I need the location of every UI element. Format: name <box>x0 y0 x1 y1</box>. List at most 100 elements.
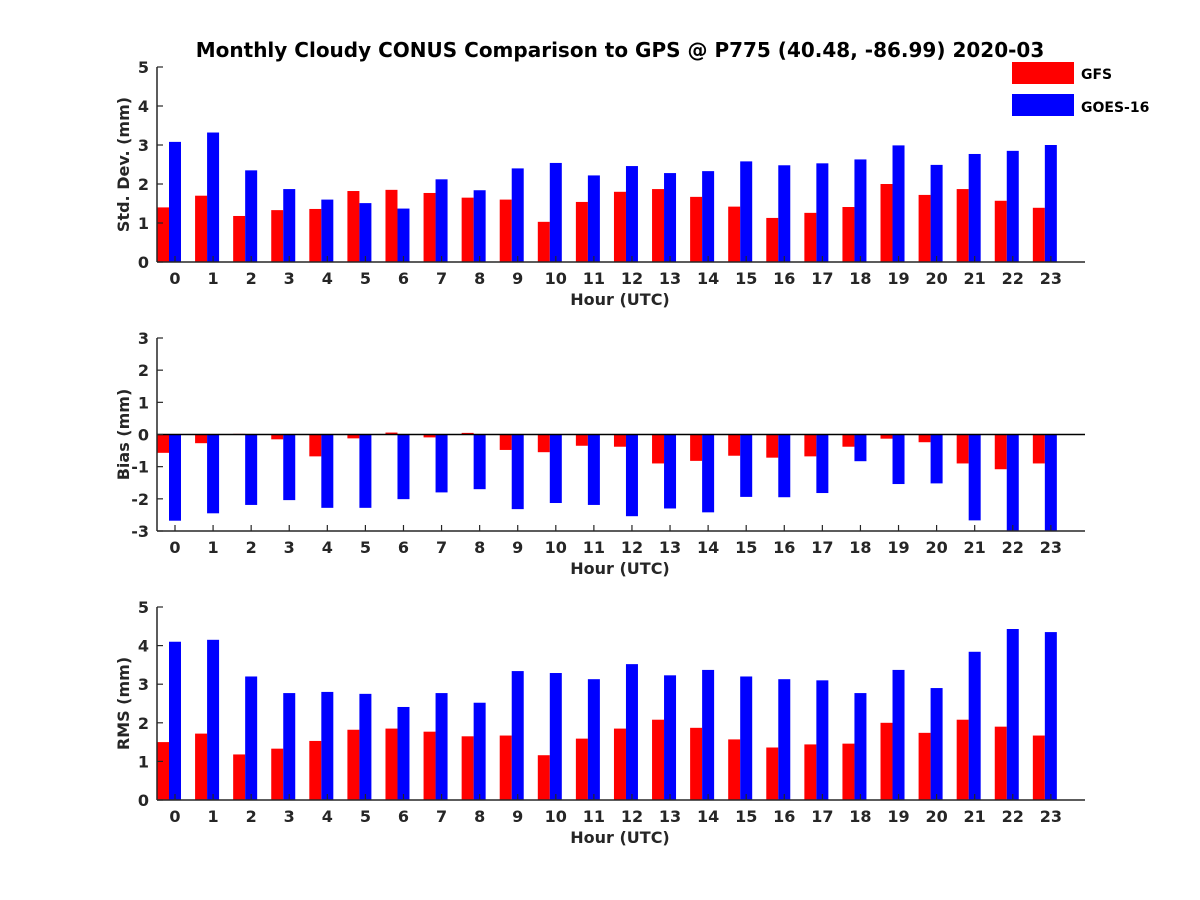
bias-bar-gfs-7 <box>423 434 436 438</box>
rms-bar-goes-16-21 <box>968 651 981 800</box>
rms-bar-goes-16-2 <box>245 676 258 800</box>
bias-bar-goes-16-23 <box>1044 434 1057 531</box>
std-dev-xlabel: Hour (UTC) <box>570 290 670 309</box>
std-dev-bar-gfs-4 <box>309 208 322 262</box>
std-dev-bar-gfs-21 <box>956 189 969 262</box>
rms-xtick-label: 22 <box>1002 807 1024 826</box>
rms-xtick-label: 20 <box>925 807 947 826</box>
bias-bar-gfs-18 <box>842 434 855 447</box>
bias-xtick-label: 12 <box>621 538 643 557</box>
std-dev-ytick-label: 0 <box>138 253 149 272</box>
std-dev-bar-gfs-12 <box>613 191 626 262</box>
std-dev-bar-goes-16-12 <box>625 166 638 262</box>
std-dev-xtick-label: 17 <box>811 269 833 288</box>
rms-bar-goes-16-17 <box>816 680 829 800</box>
std-dev-xtick-label: 22 <box>1002 269 1024 288</box>
bias-bar-goes-16-18 <box>854 434 867 462</box>
std-dev-bar-goes-16-1 <box>207 132 220 262</box>
rms-ytick-label: 5 <box>138 598 149 617</box>
bias-bar-gfs-6 <box>385 432 398 435</box>
std-dev-bar-gfs-20 <box>918 194 931 262</box>
bias-ytick-label: -1 <box>131 458 149 477</box>
bias-xtick-label: 2 <box>246 538 257 557</box>
bias-bar-gfs-12 <box>613 434 626 447</box>
bias-bar-goes-16-2 <box>245 434 258 505</box>
std-dev-xtick-label: 10 <box>545 269 567 288</box>
bias-bar-goes-16-22 <box>1006 434 1019 531</box>
bias-xtick-label: 4 <box>322 538 333 557</box>
std-dev-bar-goes-16-4 <box>321 199 334 262</box>
bias-ytick-label: 0 <box>138 426 149 445</box>
bias-xtick-label: 6 <box>398 538 409 557</box>
legend-label-goes16: GOES-16 <box>1081 100 1149 116</box>
bias-xtick-label: 14 <box>697 538 719 557</box>
std-dev-xtick-label: 0 <box>169 269 180 288</box>
rms-xtick-label: 16 <box>773 807 795 826</box>
rms-ytick-label: 4 <box>138 637 149 656</box>
bias-bar-goes-16-8 <box>473 434 486 490</box>
bias-xtick-label: 22 <box>1002 538 1024 557</box>
rms-xtick-label: 3 <box>284 807 295 826</box>
chart-title: Monthly Cloudy CONUS Comparison to GPS @… <box>196 38 1045 62</box>
bias-bar-goes-16-3 <box>283 434 296 501</box>
std-dev-xtick-label: 20 <box>925 269 947 288</box>
rms-xtick-label: 18 <box>849 807 871 826</box>
rms-bar-gfs-7 <box>423 731 436 800</box>
rms-bar-gfs-15 <box>728 739 741 800</box>
rms-bar-gfs-1 <box>195 733 208 800</box>
std-dev-bar-gfs-2 <box>233 215 246 262</box>
rms-bar-goes-16-6 <box>397 706 410 800</box>
bias-bar-gfs-9 <box>499 434 512 450</box>
rms-bar-gfs-11 <box>575 738 588 800</box>
std-dev-bar-goes-16-23 <box>1044 145 1057 262</box>
bias-bar-goes-16-6 <box>397 434 410 500</box>
bias-bar-gfs-4 <box>309 434 322 457</box>
legend: GFS GOES-16 <box>1012 62 1149 116</box>
bias-bar-gfs-17 <box>804 434 817 457</box>
rms-bar-goes-16-9 <box>511 671 524 800</box>
std-dev-xtick-label: 2 <box>246 269 257 288</box>
std-dev-bar-goes-16-21 <box>968 153 981 262</box>
bias-xtick-label: 10 <box>545 538 567 557</box>
bias-xtick-label: 15 <box>735 538 757 557</box>
bias-bar-goes-16-20 <box>930 434 943 484</box>
bias-bar-gfs-5 <box>347 434 360 439</box>
rms-xtick-label: 12 <box>621 807 643 826</box>
std-dev-bar-goes-16-22 <box>1006 150 1019 262</box>
bias-bar-goes-16-7 <box>435 434 448 493</box>
bias-bar-goes-16-4 <box>321 434 334 508</box>
rms-bar-goes-16-5 <box>359 693 372 800</box>
std-dev-xtick-label: 4 <box>322 269 333 288</box>
legend-label-gfs: GFS <box>1081 67 1112 83</box>
bias-xlabel: Hour (UTC) <box>570 559 670 578</box>
bias-bar-goes-16-13 <box>664 434 677 509</box>
rms-bar-goes-16-10 <box>549 673 562 800</box>
rms-bar-gfs-18 <box>842 743 855 800</box>
rms-bar-gfs-2 <box>233 754 246 800</box>
rms-bar-goes-16-4 <box>321 691 334 800</box>
std-dev-xtick-label: 12 <box>621 269 643 288</box>
rms-bar-gfs-20 <box>918 732 931 800</box>
std-dev-bar-gfs-7 <box>423 192 436 262</box>
std-dev-bar-goes-16-18 <box>854 159 867 262</box>
bias-bar-gfs-10 <box>537 434 550 453</box>
rms-xtick-label: 10 <box>545 807 567 826</box>
rms-ylabel: RMS (mm) <box>114 657 133 750</box>
legend-swatch-goes16 <box>1012 94 1074 116</box>
rms-bar-gfs-21 <box>956 719 969 800</box>
std-dev-bar-gfs-6 <box>385 189 398 262</box>
std-dev-xtick-label: 5 <box>360 269 371 288</box>
std-dev-ytick-label: 4 <box>138 97 149 116</box>
rms-bar-goes-16-0 <box>169 641 181 800</box>
std-dev-bar-goes-16-20 <box>930 164 943 262</box>
rms-xtick-label: 8 <box>474 807 485 826</box>
rms-xtick-label: 2 <box>246 807 257 826</box>
bias-bar-goes-16-21 <box>968 434 981 521</box>
rms-bar-goes-16-15 <box>740 676 753 800</box>
rms-bar-gfs-12 <box>613 728 626 800</box>
rms-ytick-label: 0 <box>138 791 149 810</box>
rms-bar-gfs-9 <box>499 735 512 800</box>
rms-bar-goes-16-11 <box>587 679 600 800</box>
